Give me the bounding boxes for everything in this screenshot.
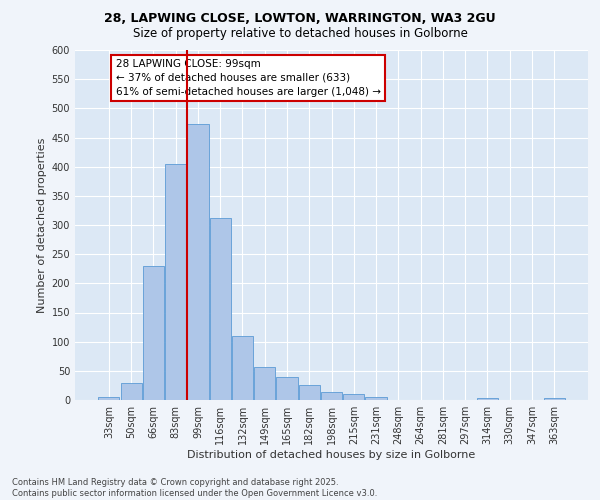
Bar xyxy=(165,164,186,400)
Text: Contains HM Land Registry data © Crown copyright and database right 2025.
Contai: Contains HM Land Registry data © Crown c… xyxy=(12,478,377,498)
Text: 28 LAPWING CLOSE: 99sqm
← 37% of detached houses are smaller (633)
61% of semi-d: 28 LAPWING CLOSE: 99sqm ← 37% of detache… xyxy=(116,59,380,97)
Bar xyxy=(365,396,386,400)
Bar xyxy=(209,218,231,400)
Bar xyxy=(187,124,209,400)
Bar xyxy=(544,398,565,400)
Bar xyxy=(321,392,342,400)
Bar xyxy=(299,385,320,400)
Bar xyxy=(232,336,253,400)
Y-axis label: Number of detached properties: Number of detached properties xyxy=(37,138,47,312)
Bar xyxy=(277,376,298,400)
X-axis label: Distribution of detached houses by size in Golborne: Distribution of detached houses by size … xyxy=(187,450,476,460)
Bar xyxy=(477,398,498,400)
Bar xyxy=(121,382,142,400)
Text: Size of property relative to detached houses in Golborne: Size of property relative to detached ho… xyxy=(133,28,467,40)
Bar xyxy=(343,394,364,400)
Bar xyxy=(98,396,119,400)
Text: 28, LAPWING CLOSE, LOWTON, WARRINGTON, WA3 2GU: 28, LAPWING CLOSE, LOWTON, WARRINGTON, W… xyxy=(104,12,496,26)
Bar xyxy=(143,266,164,400)
Bar xyxy=(254,367,275,400)
